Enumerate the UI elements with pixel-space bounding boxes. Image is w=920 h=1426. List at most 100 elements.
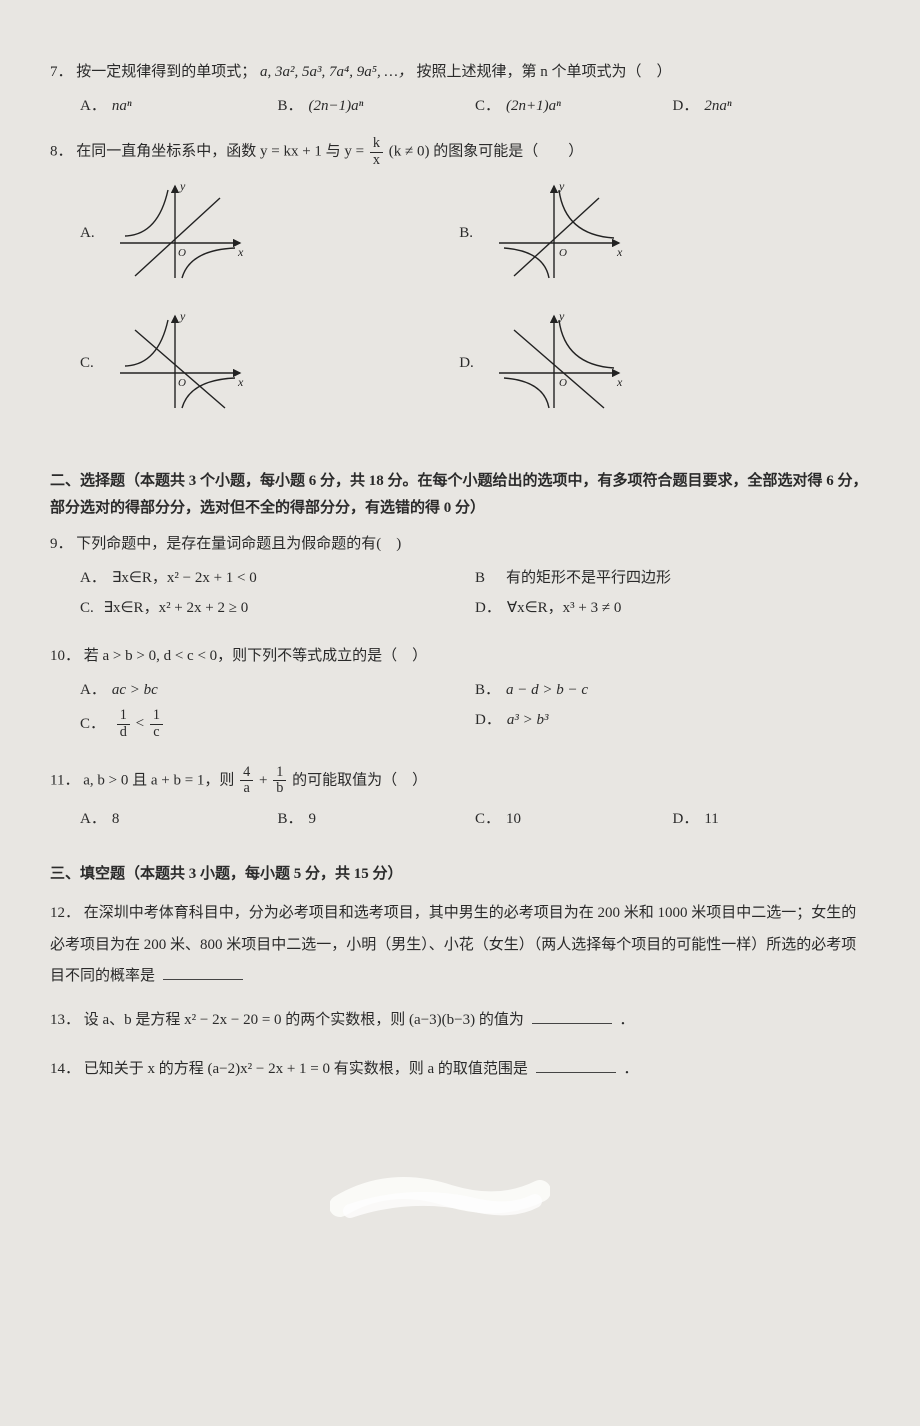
q8-label-d: D. (459, 351, 489, 375)
q13-blank (532, 1009, 612, 1024)
q14-blank (536, 1059, 616, 1074)
section-2-header: 二、选择题（本题共 3 个小题，每小题 6 分，共 18 分。在每个小题给出的选… (50, 468, 870, 522)
question-14: 14． 已知关于 x 的方程 (a−2)x² − 2x + 1 = 0 有实数根… (50, 1054, 870, 1086)
q8-fraction: k x (370, 136, 383, 168)
q7-option-d-text: 2naⁿ (704, 98, 731, 114)
q11-f2-num: 1 (273, 765, 286, 781)
q10-number: 10． (50, 648, 80, 664)
eraser-smudge (50, 1166, 870, 1226)
question-10: 10． 若 a > b > 0, d < c < 0，则下列不等式成立的是（ ）… (50, 644, 870, 746)
q10-options: A．ac > bc B．a − d > b − c C． 1 d < 1 c D… (50, 678, 870, 746)
q8-graph-b-svg: x y O (489, 178, 629, 288)
q8-stem-pre: 在同一直角坐标系中，函数 y = kx + 1 与 y = (76, 144, 368, 160)
q8-graph-d-svg: x y O (489, 308, 629, 418)
q11-f1-num: 4 (240, 765, 253, 781)
q9-option-c: C. ∃x∈R，x² + 2x + 2 ≥ 0 (80, 596, 475, 620)
q8-stem: 8． 在同一直角坐标系中，函数 y = kx + 1 与 y = k x (k … (50, 136, 870, 168)
q7-sequence: a, 3a², 5a³, 7a⁴, 9a⁵, …， (260, 64, 413, 80)
origin-b: O (559, 247, 567, 259)
q11-option-a: A．8 (80, 807, 278, 831)
q7-option-c: C．(2n+1)aⁿ (475, 94, 673, 118)
q9-stem-text: 下列命题中，是存在量词命题且为假命题的有( ) (76, 536, 401, 552)
q11-c-text: 10 (506, 811, 521, 827)
q11-option-c: C．10 (475, 807, 673, 831)
q7-option-a-text: naⁿ (112, 98, 132, 114)
q8-graph-c-svg: x y O (110, 308, 250, 418)
q11-d-text: 11 (704, 811, 718, 827)
q10-c-rhs-den: c (150, 724, 163, 741)
question-13: 13． 设 a、b 是方程 x² − 2x − 20 = 0 的两个实数根，则 … (50, 1005, 870, 1037)
q10-a-text: ac > bc (112, 682, 158, 698)
q11-a-text: 8 (112, 811, 120, 827)
q10-c-lhs-den: d (117, 724, 130, 741)
x-label-c: x (237, 375, 244, 389)
origin-a: O (178, 247, 186, 259)
q8-number: 8． (50, 144, 73, 160)
q10-b-text: a − d > b − c (506, 682, 588, 698)
q10-stem-text: 若 a > b > 0, d < c < 0，则下列不等式成立的是（ ） (84, 648, 427, 664)
q7-option-c-text: (2n+1)aⁿ (506, 98, 561, 114)
q8-graph-a: A. x y O (80, 178, 459, 288)
q11-prefix: a, b > 0 且 a + b = 1，则 (83, 772, 234, 788)
question-8: 8． 在同一直角坐标系中，函数 y = kx + 1 与 y = k x (k … (50, 136, 870, 438)
q13-tail: ． (619, 1012, 634, 1028)
q11-plus: + (259, 772, 267, 788)
q11-option-b: B．9 (278, 807, 476, 831)
q8-graph-a-svg: x y O (110, 178, 250, 288)
q10-c-lhs: 1 d (117, 708, 130, 740)
q8-stem-tail: (k ≠ 0) 的图象可能是（ ） (389, 144, 583, 160)
q7-option-a: A．naⁿ (80, 94, 278, 118)
origin-c: O (178, 377, 186, 389)
q10-stem: 10． 若 a > b > 0, d < c < 0，则下列不等式成立的是（ ） (50, 644, 870, 668)
question-11: 11． a, b > 0 且 a + b = 1，则 4 a + 1 b 的可能… (50, 765, 870, 831)
q7-suffix: 按照上述规律，第 n 个单项式为（ ） (417, 64, 672, 80)
q7-option-b: B．(2n−1)aⁿ (278, 94, 476, 118)
q7-prefix: 按一定规律得到的单项式； (76, 64, 256, 80)
q14-text: 已知关于 x 的方程 (a−2)x² − 2x + 1 = 0 有实数根，则 a… (84, 1061, 528, 1077)
q8-frac-num: k (370, 136, 383, 152)
q11-frac1: 4 a (240, 765, 253, 797)
q11-option-d: D．11 (673, 807, 871, 831)
q9-options: A．∃x∈R，x² − 2x + 1 < 0 B 有的矩形不是平行四边形 C. … (50, 566, 870, 626)
question-7: 7． 按一定规律得到的单项式； a, 3a², 5a³, 7a⁴, 9a⁵, …… (50, 60, 870, 118)
x-label-a: x (237, 245, 244, 259)
q13-text: 设 a、b 是方程 x² − 2x − 20 = 0 的两个实数根，则 (a−3… (84, 1012, 524, 1028)
q9-c-text: ∃x∈R，x² + 2x + 2 ≥ 0 (104, 600, 249, 616)
q11-f2-den: b (273, 780, 286, 797)
q9-stem: 9． 下列命题中，是存在量词命题且为假命题的有( ) (50, 532, 870, 556)
q11-suffix: 的可能取值为（ ） (292, 772, 427, 788)
q11-stem: 11． a, b > 0 且 a + b = 1，则 4 a + 1 b 的可能… (50, 765, 870, 797)
q8-graphs: A. x y O B. (80, 178, 870, 438)
q9-a-text: ∃x∈R，x² − 2x + 1 < 0 (112, 570, 257, 586)
q11-f1-den: a (240, 780, 253, 797)
x-label-b: x (616, 245, 623, 259)
q10-c-lhs-num: 1 (117, 708, 130, 724)
q11-b-text: 9 (309, 811, 317, 827)
q10-option-c: C． 1 d < 1 c (80, 708, 475, 740)
q10-c-rhs: 1 c (150, 708, 163, 740)
section-3-header: 三、填空题（本题共 3 小题，每小题 5 分，共 15 分） (50, 861, 870, 888)
q9-d-text: ∀x∈R，x³ + 3 ≠ 0 (507, 600, 622, 616)
q9-b-text: 有的矩形不是平行四边形 (506, 570, 671, 586)
q8-label-a: A. (80, 221, 110, 245)
q11-options: A．8 B．9 C．10 D．11 (50, 807, 870, 831)
question-12: 12． 在深圳中考体育科目中，分为必考项目和选考项目，其中男生的必考项目为在 2… (50, 898, 870, 993)
q12-blank (163, 966, 243, 981)
q8-label-b: B. (459, 221, 489, 245)
q9-number: 9． (50, 536, 73, 552)
q7-stem: 7． 按一定规律得到的单项式； a, 3a², 5a³, 7a⁴, 9a⁵, …… (50, 60, 870, 84)
y-label-c: y (179, 309, 186, 323)
q14-tail: ． (623, 1061, 638, 1077)
q7-options: A．naⁿ B．(2n−1)aⁿ C．(2n+1)aⁿ D．2naⁿ (50, 94, 870, 118)
q8-frac-den: x (370, 152, 383, 169)
q13-number: 13． (50, 1012, 80, 1028)
q9-option-b: B 有的矩形不是平行四边形 (475, 566, 870, 590)
q11-frac2: 1 b (273, 765, 286, 797)
origin-d: O (559, 377, 567, 389)
q10-c-op: < (136, 716, 144, 732)
q8-label-c: C. (80, 351, 110, 375)
q14-number: 14． (50, 1061, 80, 1077)
q8-graph-d: D. x y O (459, 308, 838, 418)
q11-number: 11． (50, 772, 79, 788)
x-label-d: x (616, 375, 623, 389)
